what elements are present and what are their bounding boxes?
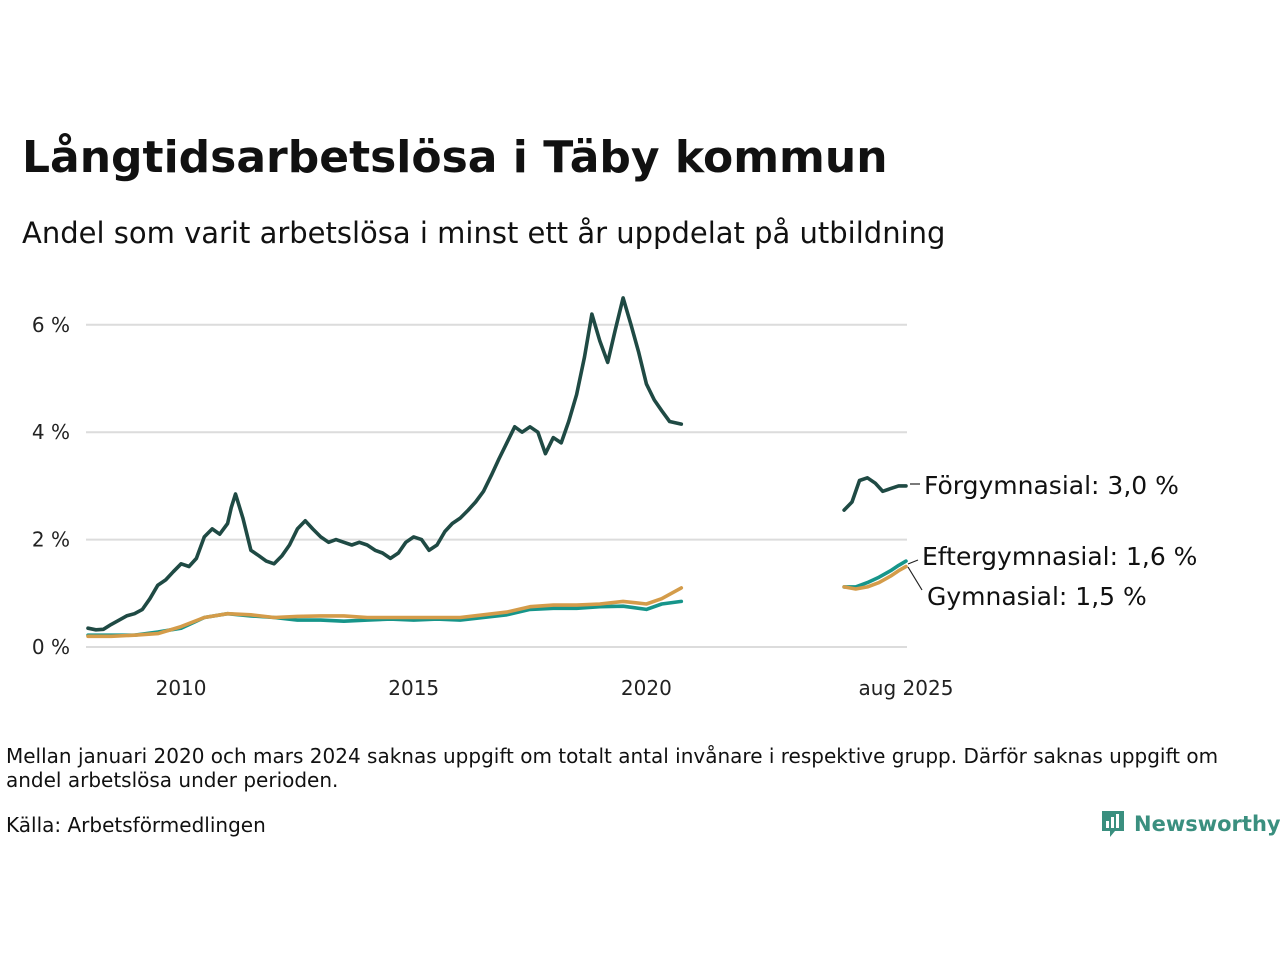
y-tick-label: 4 % [32,420,70,444]
brand-name: Newsworthy [1134,812,1280,836]
chart-title: Långtidsarbetslösa i Täby kommun [22,132,888,183]
y-axis-ticks: 0 % 2 % 4 % 6 % [32,313,70,659]
series-label-eftergymnasial: Eftergymnasial: 1,6 % [922,542,1197,571]
label-leader-eftergymnasial [907,559,919,565]
series-line-gymnasial-1 [842,564,908,591]
y-tick-label: 0 % [32,635,70,659]
label-leader-gymnasial [907,566,923,591]
series-line-forgymnasial-1 [842,476,908,512]
x-tick-label: aug 2025 [859,676,954,700]
series-lines [86,296,908,639]
series-line-forgymnasial-0 [86,296,684,632]
series-line-gymnasial-0 [86,586,684,639]
newsworthy-logo[interactable]: Newsworthy [1100,808,1280,840]
series-label-gymnasial: Gymnasial: 1,5 % [927,582,1147,611]
x-tick-label: 2010 [156,676,207,700]
newsworthy-logo-icon [1102,811,1124,837]
x-tick-label: 2020 [621,676,672,700]
series-labels: Förgymnasial: 3,0 % Eftergymnasial: 1,6 %… [907,471,1197,611]
y-tick-label: 2 % [32,528,70,552]
chart-subtitle: Andel som varit arbetslösa i minst ett å… [22,216,946,250]
x-tick-label: 2015 [388,676,439,700]
x-axis-ticks: 2010 2015 2020 aug 2025 [156,676,954,700]
gridlines [86,323,907,648]
series-line-eftergymnasial-1 [842,559,908,589]
footnote: Mellan januari 2020 och mars 2024 saknas… [6,744,1219,792]
series-label-forgymnasial: Förgymnasial: 3,0 % [924,471,1179,500]
source-line: Källa: Arbetsförmedlingen [6,813,266,837]
y-tick-label: 6 % [32,313,70,337]
line-chart: 0 % 2 % 4 % 6 % 2010 2015 2020 aug 2025 Förgym… [32,296,1197,700]
